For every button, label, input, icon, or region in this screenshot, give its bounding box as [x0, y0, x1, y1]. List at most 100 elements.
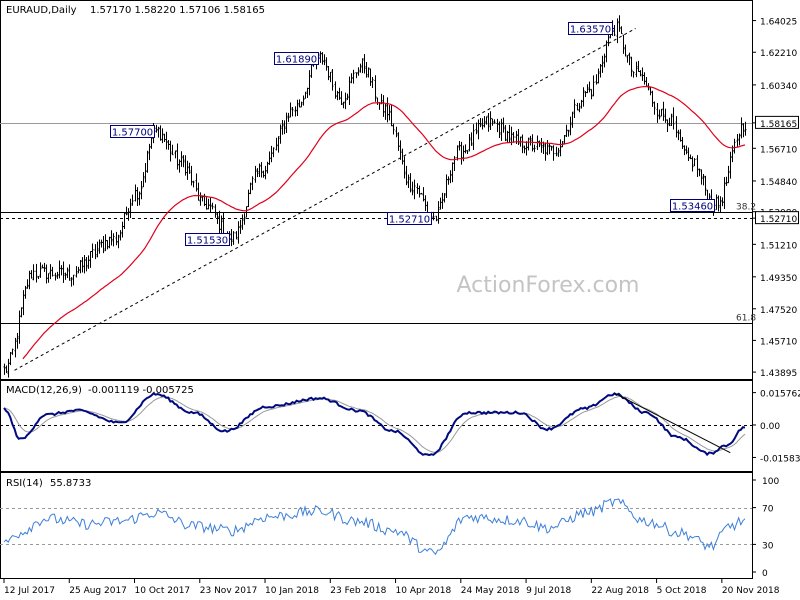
- price-bar: [508, 124, 511, 142]
- price-bar: [413, 179, 416, 200]
- price-bar: [291, 106, 294, 117]
- price-bar: [308, 70, 311, 96]
- price-bar: [550, 145, 553, 151]
- price-bar: [75, 266, 78, 278]
- price-bar: [142, 172, 145, 188]
- price-bar: [590, 88, 593, 100]
- price-bar: [374, 75, 377, 102]
- price-bar: [580, 99, 583, 109]
- price-bar: [190, 165, 193, 186]
- price-bar: [422, 187, 425, 202]
- price-bar: [672, 107, 675, 130]
- price-bar: [498, 121, 501, 138]
- price-bar: [525, 141, 528, 156]
- price-bar: [37, 276, 40, 280]
- price-bar: [411, 181, 414, 196]
- price-bar: [742, 123, 745, 138]
- price-bar: [155, 124, 158, 133]
- price-bar: [624, 44, 627, 57]
- rsi-y-tick-label: 30: [762, 541, 774, 551]
- chart-symbol: EURAUD,Daily: [6, 5, 77, 16]
- price-bar: [186, 160, 189, 180]
- price-y-tick-label: 1.43895: [760, 369, 797, 379]
- price-bar: [60, 265, 63, 276]
- price-bar: [26, 279, 29, 289]
- macd-signal-line: [3, 395, 746, 453]
- price-bar: [197, 182, 200, 201]
- price-bar: [329, 71, 332, 83]
- price-y-tick-label: 1.51210: [760, 241, 797, 251]
- price-bar: [502, 117, 505, 133]
- price-bar: [630, 56, 633, 77]
- price-bar: [696, 155, 699, 177]
- price-bar: [635, 61, 638, 78]
- price-bar: [245, 206, 248, 218]
- price-bar: [376, 97, 379, 105]
- x-tick-label: 23 Feb 2018: [330, 586, 386, 596]
- price-tag-box: [755, 115, 799, 129]
- price-bar: [653, 101, 656, 115]
- price-bar: [123, 212, 126, 229]
- price-y-axis: 1.64025 1.62210 1.60340 1.58165 1.56710 1.548…: [752, 18, 799, 379]
- price-bar: [571, 111, 574, 128]
- price-bar: [485, 116, 488, 125]
- rsi-value: 55.8733: [50, 478, 91, 489]
- price-bar: [397, 132, 400, 151]
- price-bar: [504, 125, 507, 142]
- price-bar: [613, 24, 616, 37]
- price-bar: [691, 156, 694, 172]
- price-bar: [601, 55, 604, 73]
- price-bar: [24, 285, 27, 299]
- price-bar: [416, 183, 419, 194]
- price-bar: [344, 92, 347, 110]
- price-bar: [192, 180, 195, 188]
- price-bar: [237, 221, 240, 244]
- price-bar: [256, 168, 259, 178]
- price-bar: [199, 192, 202, 206]
- price-bar: [620, 26, 623, 35]
- price-bar: [49, 264, 52, 280]
- price-bar: [262, 170, 265, 178]
- price-bar: [595, 74, 598, 85]
- price-bar: [365, 62, 368, 78]
- price-bar: [83, 254, 86, 274]
- price-bar: [300, 101, 303, 108]
- price-bar: [388, 105, 391, 121]
- price-bar: [637, 60, 640, 72]
- price-bar: [289, 102, 292, 118]
- price-y-tick-label: 1.60340: [760, 82, 797, 92]
- price-bar: [121, 221, 124, 238]
- price-y-tick-label: 1.54840: [760, 178, 797, 188]
- price-bar: [188, 162, 191, 174]
- price-bar: [597, 68, 600, 84]
- macd-trendline: [614, 392, 731, 454]
- price-bar: [41, 264, 44, 269]
- price-bar: [134, 184, 137, 202]
- price-bar: [68, 264, 71, 281]
- price-bar: [468, 134, 471, 152]
- price-bar: [264, 165, 267, 180]
- price-bar: [592, 75, 595, 97]
- price-bar: [715, 194, 718, 211]
- price-bar: [327, 66, 330, 81]
- price-bar: [182, 155, 185, 168]
- price-bar: [11, 348, 14, 355]
- price-bar: [232, 231, 235, 245]
- price-bar: [174, 150, 177, 159]
- price-bar: [251, 176, 254, 191]
- price-bar: [66, 267, 69, 279]
- fib-level-label: 38.2: [736, 203, 756, 213]
- price-bar: [371, 77, 374, 88]
- price-bar: [100, 239, 103, 248]
- price-bar: [725, 176, 728, 186]
- price-bar: [439, 197, 442, 210]
- price-bar: [275, 137, 278, 151]
- x-tick-label: 10 Apr 2018: [396, 586, 452, 596]
- price-bar: [477, 119, 480, 140]
- price-bar: [180, 151, 183, 167]
- price-bar: [576, 102, 579, 111]
- price-bar: [491, 118, 494, 126]
- price-bar: [140, 180, 143, 200]
- price-bar: [548, 143, 551, 155]
